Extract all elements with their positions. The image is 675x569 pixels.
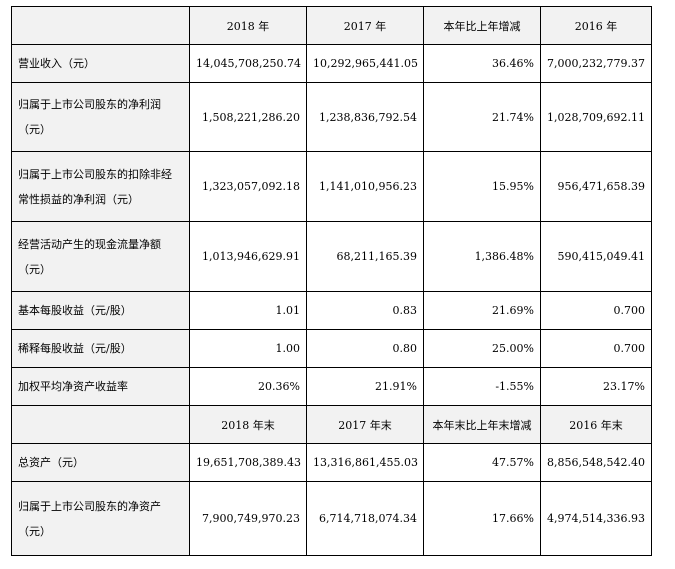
table-row-diluted-eps: 稀释每股收益（元/股） 1.00 0.80 25.00% 0.700 — [11, 329, 652, 368]
row-label: 稀释每股收益（元/股） — [11, 329, 190, 368]
value-cell: 1,141,010,956.23 — [306, 151, 424, 222]
value-cell: 21.69% — [423, 291, 541, 330]
value-cell: 0.700 — [540, 291, 652, 330]
row-label: 营业收入（元） — [11, 44, 190, 83]
value-cell: 0.83 — [306, 291, 424, 330]
value-cell: 7,900,749,970.23 — [189, 481, 307, 556]
value-cell: 1,013,946,629.91 — [189, 221, 307, 292]
value-cell: -1.55% — [423, 367, 541, 406]
value-cell: 15.95% — [423, 151, 541, 222]
column-header-yoy-change: 本年比上年增减 — [423, 6, 541, 45]
column-header-2017: 2017 年 — [306, 6, 424, 45]
value-cell: 23.17% — [540, 367, 652, 406]
value-cell: 68,211,165.39 — [306, 221, 424, 292]
table-row-basic-eps: 基本每股收益（元/股） 1.01 0.83 21.69% 0.700 — [11, 291, 652, 330]
header-row-year-end: 2018 年末 2017 年末 本年末比上年末增减 2016 年末 — [11, 405, 652, 444]
column-header-2018-end: 2018 年末 — [189, 405, 307, 444]
header-row-annual: 2018 年 2017 年 本年比上年增减 2016 年 — [11, 6, 652, 45]
value-cell: 25.00% — [423, 329, 541, 368]
row-label: 总资产（元） — [11, 443, 190, 482]
value-cell: 47.57% — [423, 443, 541, 482]
value-cell: 13,316,861,455.03 — [306, 443, 424, 482]
value-cell: 4,974,514,336.93 — [540, 481, 652, 556]
row-label: 归属于上市公司股东的净利润 （元） — [11, 82, 190, 152]
value-cell: 21.91% — [306, 367, 424, 406]
value-cell: 1,238,836,792.54 — [306, 82, 424, 152]
value-cell: 6,714,718,074.34 — [306, 481, 424, 556]
value-cell: 7,000,232,779.37 — [540, 44, 652, 83]
value-cell: 0.80 — [306, 329, 424, 368]
table-row-operating-revenue: 营业收入（元） 14,045,708,250.74 10,292,965,441… — [11, 44, 652, 83]
column-header-2018: 2018 年 — [189, 6, 307, 45]
value-cell: 1.00 — [189, 329, 307, 368]
column-header-2016: 2016 年 — [540, 6, 652, 45]
table-row-net-profit: 归属于上市公司股东的净利润 （元） 1,508,221,286.20 1,238… — [11, 82, 652, 152]
row-label: 基本每股收益（元/股） — [11, 291, 190, 330]
table-row-total-assets: 总资产（元） 19,651,708,389.43 13,316,861,455.… — [11, 443, 652, 482]
value-cell: 20.36% — [189, 367, 307, 406]
header-corner-cell — [11, 405, 190, 444]
value-cell: 19,651,708,389.43 — [189, 443, 307, 482]
value-cell: 14,045,708,250.74 — [189, 44, 307, 83]
row-label: 归属于上市公司股东的扣除非经 常性损益的净利润（元） — [11, 151, 190, 222]
value-cell: 1,508,221,286.20 — [189, 82, 307, 152]
value-cell: 10,292,965,441.05 — [306, 44, 424, 83]
value-cell: 590,415,049.41 — [540, 221, 652, 292]
value-cell: 0.700 — [540, 329, 652, 368]
value-cell: 36.46% — [423, 44, 541, 83]
header-corner-cell — [11, 6, 190, 45]
value-cell: 8,856,548,542.40 — [540, 443, 652, 482]
row-label: 经营活动产生的现金流量净额 （元） — [11, 221, 190, 292]
value-cell: 1,386.48% — [423, 221, 541, 292]
value-cell: 21.74% — [423, 82, 541, 152]
value-cell: 1.01 — [189, 291, 307, 330]
table-row-net-profit-excl-nonrecurring: 归属于上市公司股东的扣除非经 常性损益的净利润（元） 1,323,057,092… — [11, 151, 652, 222]
value-cell: 1,028,709,692.11 — [540, 82, 652, 152]
value-cell: 17.66% — [423, 481, 541, 556]
column-header-2016-end: 2016 年末 — [540, 405, 652, 444]
table-row-operating-cash-flow: 经营活动产生的现金流量净额 （元） 1,013,946,629.91 68,21… — [11, 221, 652, 292]
column-header-2017-end: 2017 年末 — [306, 405, 424, 444]
row-label: 归属于上市公司股东的净资产 （元） — [11, 481, 190, 556]
table-row-net-assets: 归属于上市公司股东的净资产 （元） 7,900,749,970.23 6,714… — [11, 481, 652, 556]
value-cell: 1,323,057,092.18 — [189, 151, 307, 222]
table-row-weighted-roe: 加权平均净资产收益率 20.36% 21.91% -1.55% 23.17% — [11, 367, 652, 406]
financial-summary-table: 2018 年 2017 年 本年比上年增减 2016 年 营业收入（元） 14,… — [11, 6, 652, 556]
value-cell: 956,471,658.39 — [540, 151, 652, 222]
column-header-yoy-change-end: 本年末比上年末增减 — [423, 405, 541, 444]
row-label: 加权平均净资产收益率 — [11, 367, 190, 406]
